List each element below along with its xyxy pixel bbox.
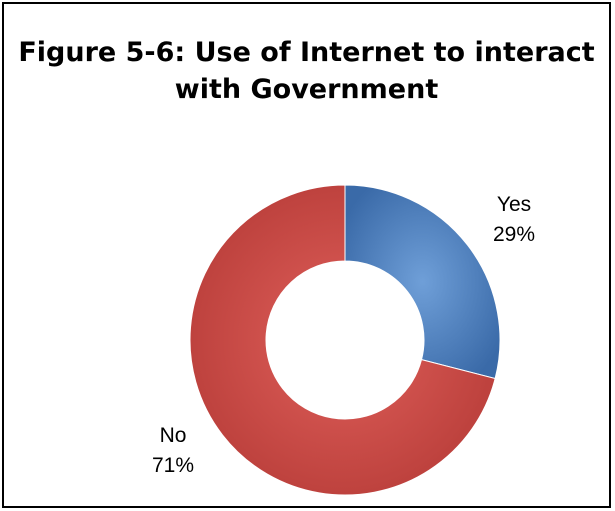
- slice-yes: [344, 184, 501, 380]
- chart-title: Figure 5-6: Use of Internet to interact …: [18, 37, 595, 105]
- slice-no: [189, 184, 496, 496]
- slice-label-name-no: No: [160, 424, 187, 447]
- slice-label-value-no: 71%: [152, 454, 194, 477]
- slice-label-value-yes: 29%: [493, 223, 535, 246]
- slice-label-name-yes: Yes: [497, 193, 531, 216]
